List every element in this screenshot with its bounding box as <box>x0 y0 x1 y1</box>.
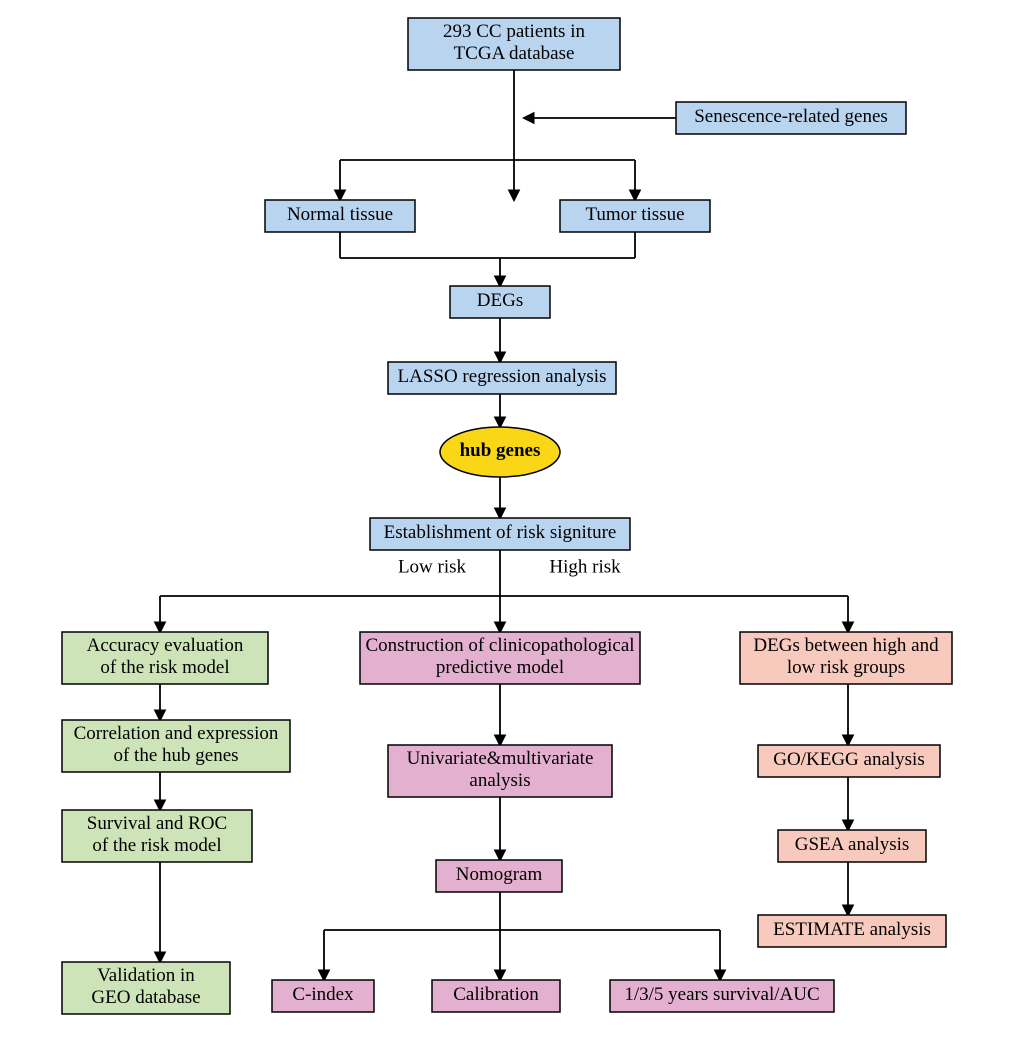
flowchart-canvas: 293 CC patients inTCGA database Senescenc… <box>0 0 1020 1056</box>
label-low_risk: Low risk <box>398 556 467 577</box>
node-n_tumor: Tumor tissue <box>560 200 710 232</box>
node-n_calib: Calibration <box>432 980 560 1012</box>
node-n_srg: Senescence-related genes <box>676 102 906 134</box>
node-label: C-index <box>292 984 354 1005</box>
node-n_top: 293 CC patients inTCGA database <box>408 18 620 70</box>
node-n_unimulti: Univariate&multivariateanalysis <box>388 745 612 797</box>
node-label: ESTIMATE analysis <box>773 919 931 940</box>
node-label: hub genes <box>460 440 541 461</box>
node-label: Senescence-related genes <box>694 106 888 127</box>
node-n_degs2: DEGs between high andlow risk groups <box>740 632 952 684</box>
node-n_auc: 1/3/5 years survival/AUC <box>610 980 834 1012</box>
node-label: Validation inGEO database <box>91 965 200 1008</box>
node-n_lasso: LASSO regression analysis <box>388 362 616 394</box>
label-high_risk: High risk <box>549 556 621 577</box>
node-n_nomogram: Nomogram <box>436 860 562 892</box>
node-n_gokegg: GO/KEGG analysis <box>758 745 940 777</box>
node-label: LASSO regression analysis <box>398 366 607 387</box>
nodes-layer: 293 CC patients inTCGA database Senescenc… <box>62 18 952 1014</box>
node-n_cindex: C-index <box>272 980 374 1012</box>
node-label: Tumor tissue <box>585 204 684 225</box>
node-label: Nomogram <box>456 864 543 885</box>
node-label: Establishment of risk signiture <box>384 522 617 543</box>
node-n_survroc: Survival and ROCof the risk model <box>62 810 252 862</box>
node-label: DEGs <box>477 290 523 311</box>
node-n_validation: Validation inGEO database <box>62 962 230 1014</box>
node-n_establish: Establishment of risk signiture <box>370 518 630 550</box>
node-label: Calibration <box>453 984 539 1005</box>
node-label: 1/3/5 years survival/AUC <box>624 984 819 1005</box>
node-label: GO/KEGG analysis <box>773 749 924 770</box>
node-n_accuracy: Accuracy evaluationof the risk model <box>62 632 268 684</box>
node-n_corr: Correlation and expressionof the hub gen… <box>62 720 290 772</box>
node-label: Normal tissue <box>287 204 393 225</box>
node-n_hub: hub genes <box>440 427 560 477</box>
node-n_gsea: GSEA analysis <box>778 830 926 862</box>
node-label: Survival and ROCof the risk model <box>87 813 227 856</box>
node-n_degs: DEGs <box>450 286 550 318</box>
node-label: GSEA analysis <box>795 834 910 855</box>
node-label: 293 CC patients inTCGA database <box>443 21 585 64</box>
node-label: Accuracy evaluationof the risk model <box>87 635 244 678</box>
node-n_normal: Normal tissue <box>265 200 415 232</box>
node-n_estimate: ESTIMATE analysis <box>758 915 946 947</box>
node-n_construct: Construction of clinicopathologicalpredi… <box>360 632 640 684</box>
